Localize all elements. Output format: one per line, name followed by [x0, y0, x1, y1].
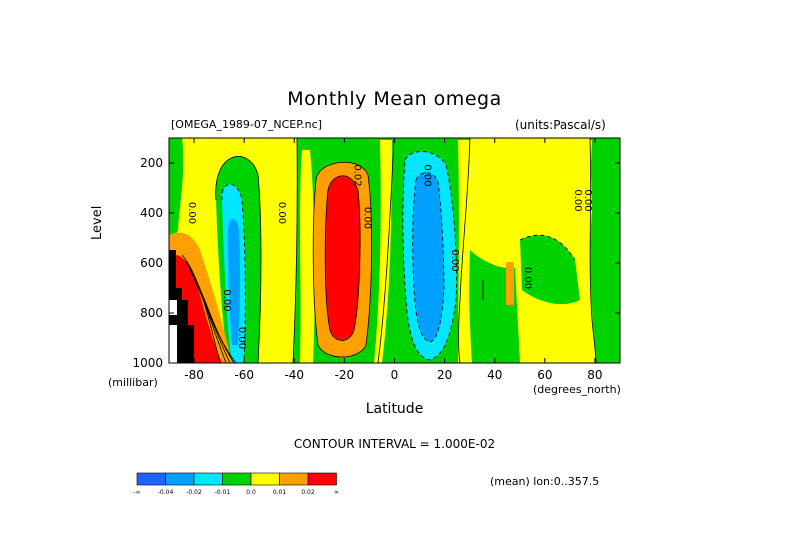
- contour-lines: [181, 138, 597, 363]
- missing-data-gap-a: [169, 300, 177, 315]
- contour-equatorial-pos-002: [324, 175, 361, 341]
- x-tick-label: 60: [537, 368, 552, 382]
- colorbar-label: -∞: [133, 489, 140, 496]
- y-axis-units: (millibar): [108, 376, 158, 389]
- chart-title: Monthly Mean omega: [287, 88, 502, 110]
- axes: -80 -60 -40 -20 0 20 40 60 80 200 400 600 800 1000: [132, 138, 620, 382]
- region-zero-patch-c: [458, 140, 472, 363]
- x-tick-label: -40: [284, 368, 304, 382]
- region-pos-001-north: [506, 262, 514, 305]
- x-tick-label: -60: [234, 368, 254, 382]
- contour-label: 0.00: [522, 267, 533, 289]
- region-neg-004-south: [228, 218, 241, 345]
- x-tick-label: -80: [184, 368, 204, 382]
- colorbar-label: -0.01: [215, 489, 231, 496]
- x-tick-label: 80: [587, 368, 602, 382]
- mean-info-label: (mean) lon:0..357.5: [490, 475, 600, 488]
- contour-equatorial-west: [292, 138, 298, 363]
- contour-label: 0.00: [572, 189, 583, 211]
- contour-label: 0.00: [221, 289, 232, 311]
- missing-data-gap-b: [169, 325, 177, 363]
- colorbar-swatch: [165, 472, 195, 486]
- contour-label: 0.00: [236, 327, 247, 349]
- region-neg-004-north: [412, 172, 444, 342]
- region-neg-001-southpole: [169, 138, 184, 250]
- heatmap-field: [169, 138, 620, 363]
- y-tick-label: 1000: [132, 356, 163, 370]
- region-neg-001-arctic-b: [520, 235, 580, 305]
- colorbar-swatch: [193, 472, 223, 486]
- contour-north-460: [458, 138, 471, 363]
- region-zero-patch-d: [520, 140, 592, 240]
- colorbar-label: 0.0: [246, 489, 256, 496]
- colorbar-swatch: [307, 472, 337, 486]
- x-tick-label: -20: [335, 368, 355, 382]
- contour-south-dashed: [221, 183, 246, 363]
- y-tick-label: 400: [140, 206, 163, 220]
- region-neg-001-arctic: [590, 138, 620, 363]
- contour-antarctic-3: [189, 269, 231, 363]
- x-tick-label: 0: [391, 368, 399, 382]
- contour-label: 0.00: [582, 189, 593, 211]
- region-zero-patch-b: [374, 140, 392, 363]
- contour-interval-label: CONTOUR INTERVAL = 1.000E-02: [293, 437, 496, 451]
- contour-label: 0.02: [351, 164, 362, 186]
- colorbar-label: -0.04: [158, 489, 174, 496]
- colorbar: -∞ -0.04 -0.02 -0.01 0.0 0.01 0.02 ∞: [133, 472, 339, 496]
- region-zero-patch-a: [300, 150, 315, 363]
- contour-northmid-dashed: [519, 234, 576, 261]
- contour-north-dashed-inner: [412, 172, 445, 343]
- contour-label: 0.00: [186, 202, 197, 224]
- contour-label: 0.00: [449, 249, 460, 271]
- contour-equatorial-pos-001: [312, 161, 373, 358]
- colorbar-swatch: [279, 472, 309, 486]
- units-label: (units:Pascal/s): [515, 118, 606, 132]
- colorbar-label: 0.02: [301, 489, 315, 496]
- colorbar-label: 0.01: [273, 489, 287, 496]
- contour-north-dashed-outer: [402, 151, 457, 361]
- x-tick-label: 40: [487, 368, 502, 382]
- contour-south-midlat: [215, 156, 262, 363]
- colorbar-label: ∞: [334, 489, 339, 496]
- y-tick-label: 800: [140, 306, 163, 320]
- contour-antarctic-5: [199, 291, 237, 363]
- contour-label: 0.00: [276, 202, 287, 224]
- colorbar-swatch: [136, 472, 166, 486]
- contour-arctic: [589, 138, 597, 363]
- colorbar-swatch: [250, 472, 280, 486]
- contour-label: 0.00: [422, 164, 433, 186]
- contour-equatorial-east: [377, 138, 395, 363]
- contour-labels: 0.000.000.000.000.020.000.000.000.000.00…: [186, 164, 593, 349]
- contour-label: 0.00: [361, 207, 372, 229]
- colorbar-swatch: [222, 472, 252, 486]
- y-tick-label: 200: [140, 156, 163, 170]
- x-axis-label: Latitude: [365, 401, 424, 417]
- region-pos-002-equatorial: [325, 175, 361, 341]
- colorbar-label: -0.02: [186, 489, 202, 496]
- y-tick-label: 600: [140, 256, 163, 270]
- dataset-label: [OMEGA_1989-07_NCEP.nc]: [171, 118, 322, 131]
- x-axis-units: (degrees_north): [533, 383, 621, 396]
- x-tick-label: 20: [437, 368, 452, 382]
